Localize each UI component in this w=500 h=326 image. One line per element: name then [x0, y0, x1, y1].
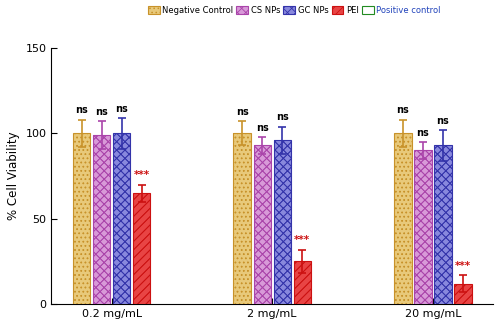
Bar [454, 284, 471, 304]
Bar [133, 193, 150, 304]
Bar [113, 133, 130, 304]
Bar [434, 145, 452, 304]
Text: ***: *** [294, 235, 310, 245]
Y-axis label: % Cell Viability: % Cell Viability [7, 132, 20, 220]
Bar [93, 135, 110, 304]
Text: ***: *** [134, 170, 150, 180]
Bar [133, 193, 150, 304]
Text: ns: ns [236, 107, 248, 117]
Bar [294, 261, 311, 304]
Bar [73, 133, 90, 304]
Text: ns: ns [115, 104, 128, 114]
Bar [254, 145, 271, 304]
Text: ns: ns [95, 107, 108, 117]
Text: ns: ns [396, 105, 409, 115]
Bar [73, 133, 90, 304]
Text: ns: ns [276, 112, 288, 122]
Legend: Negative Control, CS NPs, GC NPs, PEI, Positive control: Negative Control, CS NPs, GC NPs, PEI, P… [148, 6, 441, 15]
Bar [394, 133, 411, 304]
Bar [414, 151, 432, 304]
Bar [254, 145, 271, 304]
Bar [454, 284, 471, 304]
Bar [394, 133, 411, 304]
Bar [434, 145, 452, 304]
Bar [274, 140, 291, 304]
Text: ***: *** [455, 261, 471, 271]
Bar [234, 133, 251, 304]
Text: ns: ns [256, 123, 268, 132]
Text: ns: ns [416, 128, 429, 138]
Bar [294, 261, 311, 304]
Bar [274, 140, 291, 304]
Bar [113, 133, 130, 304]
Bar [93, 135, 110, 304]
Text: ns: ns [75, 105, 88, 115]
Bar [414, 151, 432, 304]
Text: ns: ns [436, 116, 449, 126]
Bar [234, 133, 251, 304]
